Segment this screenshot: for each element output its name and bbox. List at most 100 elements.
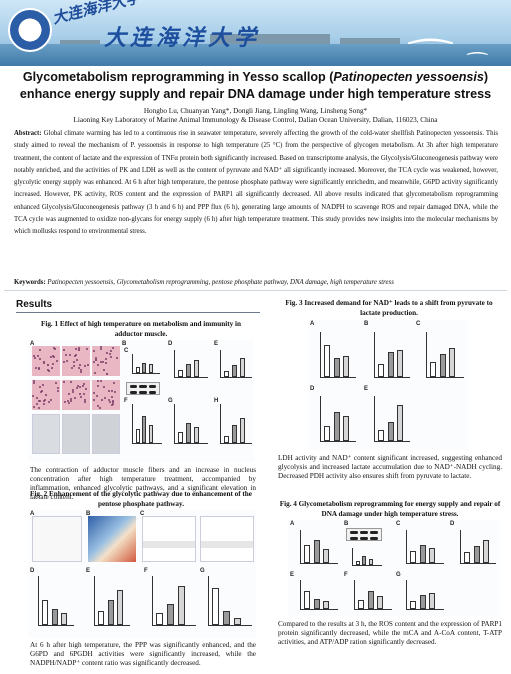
chart-axis: [300, 580, 338, 610]
panel-label: D: [168, 341, 173, 347]
fig3-caption: Fig. 3 Increased demand for NAD⁺ leads t…: [285, 299, 493, 317]
bar-chart: [400, 576, 446, 616]
bar-mark: [333, 412, 340, 441]
bar-mark: [224, 371, 229, 377]
bar-mark: [178, 432, 183, 443]
bar-mark: [429, 548, 436, 563]
seagull-icon: ⁔: [410, 4, 451, 44]
bar-mark: [117, 590, 124, 625]
chart-axis: [152, 576, 196, 626]
panel-label: G: [200, 568, 205, 574]
bar-mark: [378, 430, 384, 441]
skyline: [340, 38, 400, 48]
bar-chart: [126, 350, 162, 380]
results-underline: [16, 312, 260, 313]
bar-chart: [88, 572, 132, 632]
micrograph: [62, 414, 90, 454]
bar-mark: [107, 600, 114, 625]
bar-chart: [126, 400, 164, 450]
panel-label: A: [30, 341, 35, 347]
bar-mark: [313, 599, 320, 609]
bar-chart: [202, 572, 254, 632]
chart-axis: [406, 580, 444, 610]
bar-mark: [142, 416, 147, 443]
bar-mark: [136, 367, 140, 373]
bar-mark: [304, 545, 310, 563]
panel-label: C: [124, 348, 129, 354]
fig2-text: At 6 h after high temperature, the PPP w…: [30, 641, 256, 667]
chart-axis: [352, 548, 382, 566]
fig2-caption: Fig. 2 Enhancement of the glycolytic pat…: [30, 490, 252, 508]
fig4-text: Compared to the results at 3 h, the ROS …: [278, 620, 502, 646]
panel-label: D: [450, 521, 455, 527]
histology-image: [92, 346, 120, 376]
histology-image: [62, 346, 90, 376]
fig4-image: A B C D E F G: [288, 520, 500, 616]
panel-label: B: [122, 341, 127, 347]
western-blot: [126, 382, 160, 395]
bar-mark: [323, 601, 330, 609]
bar-chart: [294, 526, 340, 570]
chart-axis: [460, 530, 496, 564]
affiliation: Liaoning Key Laboratory of Marine Animal…: [73, 116, 438, 124]
abstract: Abstract: Global climate warming has led…: [14, 128, 498, 239]
bar-mark: [397, 405, 404, 441]
bar-chart: [168, 346, 210, 384]
bar-mark: [98, 611, 104, 625]
bar-chart: [400, 526, 446, 570]
bar-mark: [156, 613, 163, 625]
western-blot: [346, 528, 382, 541]
bar-mark: [240, 418, 245, 443]
brand-calligraphy: 大连海洋大学: [104, 25, 261, 51]
authors: Hongbo Lu, Chuanyan Yang*, Dongli Jiang,…: [143, 107, 368, 115]
fig4-caption: Fig. 4 Glycometabolism reprogramming for…: [279, 500, 501, 518]
bar-chart: [32, 572, 76, 632]
chart-axis: [132, 354, 160, 374]
micrograph: [92, 414, 120, 454]
bar-mark: [167, 604, 175, 625]
panel-label: B: [364, 321, 369, 327]
fig3-text: LDH activity and NAD⁺ content significan…: [278, 454, 502, 480]
bar-mark: [419, 545, 426, 563]
bar-mark: [378, 364, 384, 377]
panel-label: E: [364, 386, 369, 392]
chart-axis: [38, 576, 74, 626]
bar-chart: [420, 328, 466, 384]
panel-label: B: [86, 511, 91, 517]
bar-mark: [439, 354, 446, 377]
chart-axis: [208, 576, 252, 626]
bar-mark: [358, 600, 364, 609]
bar-mark: [464, 552, 470, 563]
bar-mark: [148, 425, 153, 443]
fig3-image: A B C D E: [308, 320, 468, 450]
panel-label: H: [214, 398, 219, 404]
bar-mark: [61, 613, 68, 625]
panel-label: G: [396, 572, 401, 578]
fig1-text: The contraction of adductor muscle fiber…: [30, 466, 256, 501]
bar-mark: [224, 436, 229, 443]
panel-label: C: [140, 511, 145, 517]
bar-mark: [148, 364, 153, 373]
bar-mark: [178, 370, 183, 377]
chart-axis: [174, 404, 208, 444]
chart-axis: [354, 580, 392, 610]
bar-chart: [294, 576, 340, 616]
bar-mark: [324, 345, 330, 377]
bar-mark: [473, 546, 480, 563]
bar-mark: [42, 600, 48, 625]
gsea-plot: [200, 516, 254, 562]
results-heading: Results: [16, 299, 53, 310]
bar-mark: [186, 364, 191, 377]
bar-mark: [362, 556, 367, 565]
bar-chart: [146, 572, 198, 632]
bar-mark: [343, 356, 350, 377]
bar-mark: [240, 358, 245, 377]
panel-label: B: [344, 521, 349, 527]
micrograph: [32, 414, 60, 454]
bar-chart: [368, 328, 412, 384]
bar-chart: [214, 346, 254, 384]
histology-image: [32, 380, 60, 410]
abstract-label: Abstract:: [14, 130, 42, 137]
bar-mark: [449, 348, 456, 377]
chart-axis: [174, 350, 208, 378]
